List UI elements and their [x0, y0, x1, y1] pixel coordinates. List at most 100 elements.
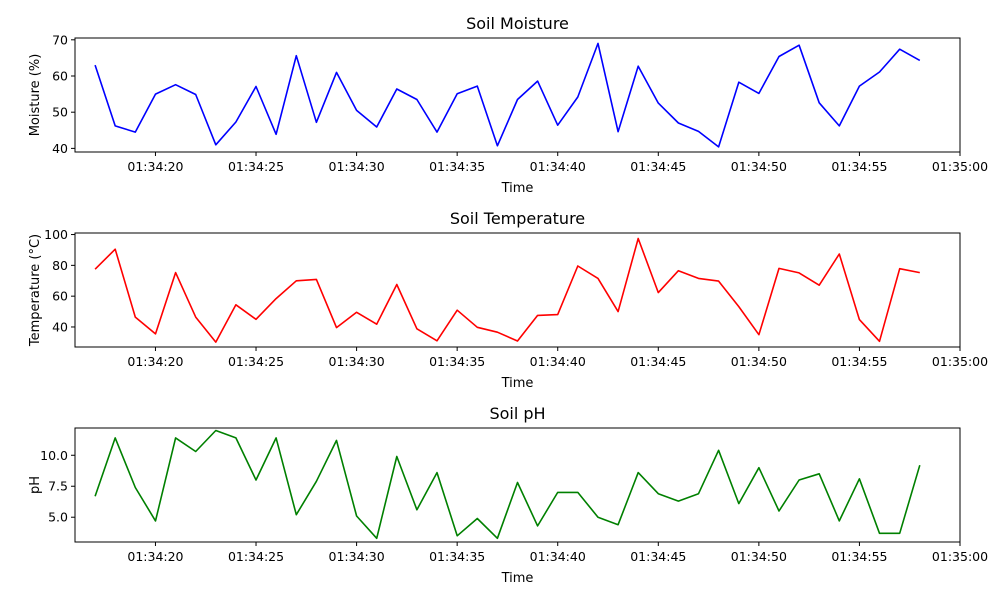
temperature-y-tick-label: 100 [44, 227, 68, 242]
temperature-data-point [476, 326, 478, 328]
moisture-x-tick-label: 01:34:25 [228, 159, 284, 174]
ph-x-tick-label: 01:34:35 [429, 549, 485, 564]
moisture-data-point [919, 59, 921, 61]
temperature-data-point [879, 340, 881, 342]
moisture-data-point [235, 121, 237, 123]
ph-data-point [597, 516, 599, 518]
temperature-x-tick-label: 01:34:35 [429, 354, 485, 369]
ph-data-point [919, 464, 921, 466]
ph-data-point [336, 439, 338, 441]
moisture-x-tick-label: 01:34:30 [329, 159, 385, 174]
moisture-data-point [698, 130, 700, 132]
temperature-data-point [155, 333, 157, 335]
moisture-x-tick-label: 01:34:55 [831, 159, 887, 174]
temperature-panel: Soil Temperature 01:34:20 01:34:25 01:34:30… [28, 209, 988, 391]
temperature-data-point [517, 340, 519, 342]
ph-x-tick-label: 01:34:55 [831, 549, 887, 564]
temperature-x-tick-label: 01:34:40 [530, 354, 586, 369]
moisture-data-point [778, 56, 780, 58]
moisture-data-point [155, 93, 157, 95]
moisture-x-tick-label: 01:34:40 [530, 159, 586, 174]
moisture-data-point [758, 92, 760, 94]
moisture-data-point [134, 131, 136, 133]
moisture-panel: Soil Moisture 01:34:20 01:34:25 01:34:30 01:… [28, 14, 988, 196]
ph-data-point [557, 491, 559, 493]
ph-y-tick-label: 7.5 [48, 479, 68, 494]
moisture-data-point [436, 131, 438, 133]
moisture-y-tick-label: 40 [52, 141, 68, 156]
ph-data-point [858, 478, 860, 480]
moisture-y-tick-label: 70 [52, 32, 68, 47]
temperature-data-point [577, 265, 579, 267]
ph-data-point [517, 482, 519, 484]
temperature-x-tick-label: 01:35:00 [932, 354, 988, 369]
temperature-data-point [798, 272, 800, 274]
moisture-x-tick-label: 01:34:20 [127, 159, 183, 174]
moisture-data-point [537, 80, 539, 82]
temperature-data-point [134, 316, 136, 318]
temperature-data-point [597, 277, 599, 279]
moisture-title: Soil Moisture [466, 14, 569, 33]
ph-data-point [879, 532, 881, 534]
moisture-data-point [315, 121, 317, 123]
moisture-data-point [336, 71, 338, 73]
moisture-data-point [517, 99, 519, 101]
temperature-data-point [175, 272, 177, 274]
ph-y-tick-label: 10.0 [40, 448, 68, 463]
ph-data-point [295, 514, 297, 516]
moisture-data-point [476, 85, 478, 87]
temperature-data-point [336, 327, 338, 329]
moisture-data-point [738, 81, 740, 83]
ph-data-point [657, 493, 659, 495]
moisture-data-point [255, 86, 257, 88]
moisture-data-point [496, 145, 498, 147]
temperature-data-point [718, 280, 720, 282]
ph-data-point [476, 518, 478, 520]
temperature-data-point [858, 319, 860, 321]
moisture-data-point [416, 99, 418, 101]
ph-x-tick-label: 01:34:40 [530, 549, 586, 564]
temperature-x-tick-label: 01:34:45 [630, 354, 686, 369]
ph-data-point [617, 524, 619, 526]
temperature-data-point [456, 309, 458, 311]
temperature-data-point [356, 311, 358, 313]
ph-data-point [416, 509, 418, 511]
ph-x-tick-label: 01:35:00 [932, 549, 988, 564]
ph-x-tick-label: 01:34:45 [630, 549, 686, 564]
temperature-data-point [657, 292, 659, 294]
ph-data-point [637, 472, 639, 474]
moisture-data-point [275, 133, 277, 135]
ph-data-point [456, 535, 458, 537]
ph-x-tick-label: 01:34:25 [228, 549, 284, 564]
moisture-data-point [858, 85, 860, 87]
moisture-data-point [899, 48, 901, 50]
moisture-x-axis-label: Time [501, 181, 534, 196]
temperature-data-point [838, 253, 840, 255]
temperature-data-point [315, 278, 317, 280]
moisture-y-tick-label: 60 [52, 69, 68, 84]
temperature-data-point [275, 298, 277, 300]
temperature-x-tick-label: 01:34:25 [228, 354, 284, 369]
temperature-y-axis-label: Temperature (°C) [28, 234, 43, 347]
temperature-data-point [537, 314, 539, 316]
temperature-data-point [114, 248, 116, 250]
ph-data-point [758, 467, 760, 469]
temperature-data-point [295, 280, 297, 282]
ph-data-point [376, 537, 378, 539]
ph-data-point [798, 479, 800, 481]
temperature-data-point [215, 341, 217, 343]
moisture-data-point [376, 126, 378, 128]
moisture-data-point [637, 65, 639, 67]
moisture-data-point [175, 84, 177, 86]
moisture-data-point [879, 71, 881, 73]
temperature-x-tick-label: 01:34:50 [731, 354, 787, 369]
ph-data-point [396, 456, 398, 458]
temperature-data-point [919, 272, 921, 274]
temperature-x-tick-label: 01:34:30 [329, 354, 385, 369]
moisture-data-point [577, 96, 579, 98]
ph-data-point [215, 430, 217, 432]
ph-data-point [677, 500, 679, 502]
temperature-data-point [738, 306, 740, 308]
